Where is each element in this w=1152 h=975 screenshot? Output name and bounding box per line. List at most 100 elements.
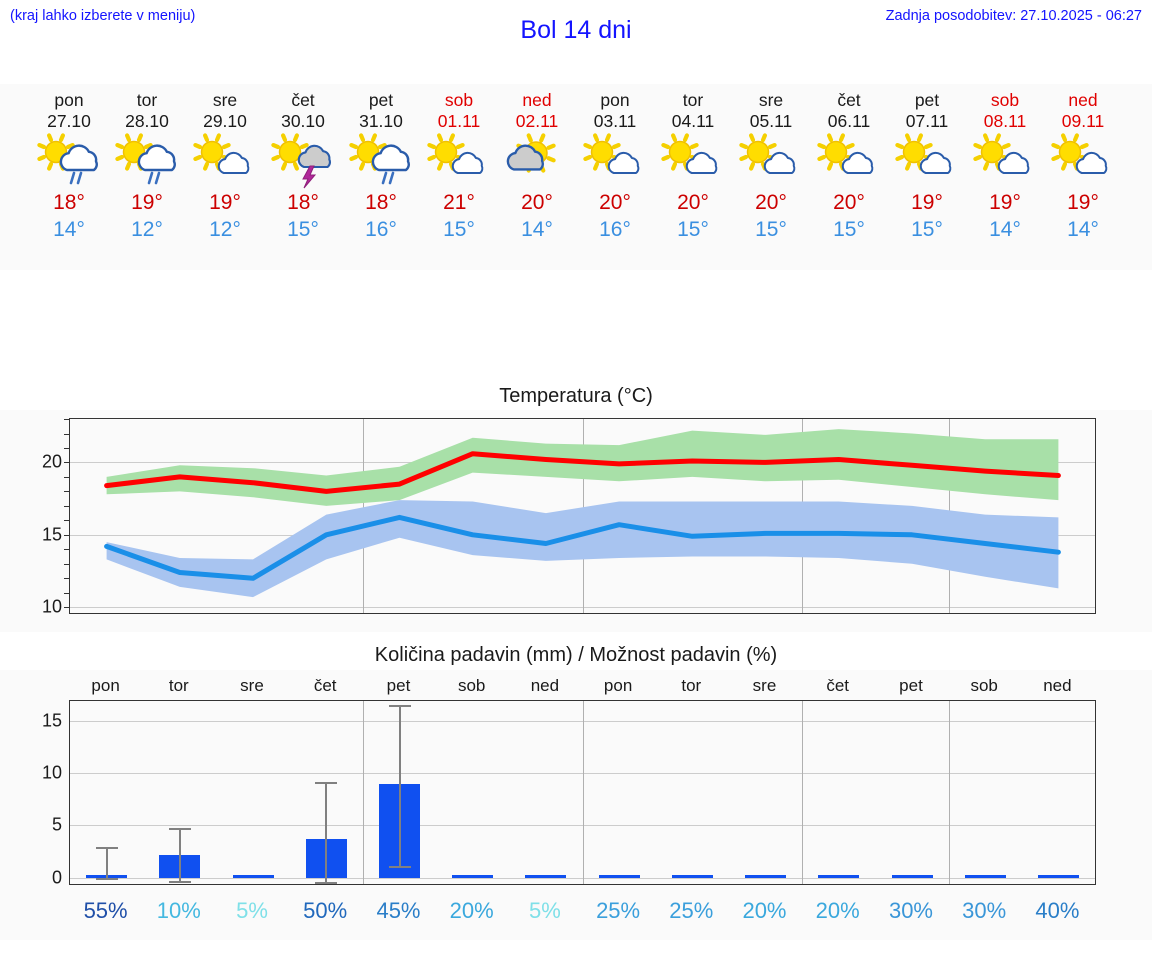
precipitation-bar[interactable] — [1037, 875, 1079, 878]
error-bar-line — [398, 705, 401, 867]
precipitation-bar[interactable] — [525, 875, 567, 878]
precipitation-probability-label: 5% — [528, 898, 561, 923]
sun-cloud-icon — [658, 133, 728, 189]
day-date-label: 02.11 — [515, 111, 559, 131]
y-axis-minor-tick — [64, 607, 70, 609]
day-name-label: sre — [212, 90, 238, 110]
vertical-separator — [948, 701, 950, 884]
precipitation-bar[interactable] — [671, 875, 713, 878]
sun-cloud-thunder-icon — [268, 133, 338, 189]
day-max-temp: 19° — [131, 191, 163, 214]
forecast-day-column[interactable]: čet 06.11 20° 15° — [810, 84, 888, 270]
sun-cloud-icon — [190, 133, 260, 189]
y-axis-minor-tick — [64, 592, 70, 594]
day-max-temp: 18° — [287, 191, 319, 214]
day-min-temp: 15° — [287, 218, 319, 241]
forecast-day-column[interactable]: pon 27.10 18° 14° — [30, 84, 108, 270]
precipitation-probability-label: 55% — [83, 898, 128, 923]
temperature-chart-title: Temperatura (°C) — [0, 382, 1152, 410]
precipitation-bar[interactable] — [964, 875, 1006, 878]
precipitation-day-label: čet — [313, 676, 337, 695]
forecast-day-column[interactable]: ned 02.11 20° 14° — [498, 84, 576, 270]
day-max-temp: 18° — [365, 191, 397, 214]
precipitation-day-label: ned — [530, 676, 560, 695]
precipitation-bar[interactable] — [745, 875, 786, 878]
error-bar-cap — [388, 705, 411, 708]
sun-cloud-icon — [424, 133, 494, 189]
y-axis-tick-label: 10 — [41, 762, 62, 783]
forecast-strip: pon 27.10 18° 14° tor 28.10 19° 12° sre 29.10 1… — [0, 84, 1152, 270]
forecast-day-column[interactable]: sob 08.11 19° 14° — [966, 84, 1044, 270]
day-date-label: 05.11 — [749, 111, 793, 131]
day-name-label: sob — [444, 90, 474, 110]
day-max-temp: 20° — [677, 191, 709, 214]
sun-cloud-icon — [814, 133, 884, 189]
error-bar-cap — [168, 827, 191, 830]
page-header: (kraj lahko izberete v meniju) Bol 14 dn… — [0, 0, 1152, 60]
day-min-temp: 12° — [131, 218, 163, 241]
day-max-temp: 19° — [1067, 191, 1099, 214]
temperature-plot-area: 10 15 20 — [42, 418, 1096, 617]
sun-cloud-icon — [580, 133, 650, 189]
forecast-day-column[interactable]: čet 30.10 18° 15° — [264, 84, 342, 270]
sun-cloud-icon — [892, 133, 962, 189]
error-bar-line — [105, 847, 108, 878]
error-bar-cap — [388, 866, 411, 869]
precipitation-probability-label: 45% — [376, 898, 421, 923]
precipitation-day-label: sob — [457, 676, 486, 695]
precipitation-day-label: sre — [752, 676, 777, 695]
day-name-label: pon — [600, 90, 630, 110]
y-axis-minor-tick — [64, 563, 70, 565]
day-date-label: 01.11 — [437, 111, 481, 131]
day-date-label: 28.10 — [125, 111, 169, 131]
forecast-day-column[interactable]: pon 03.11 20° 16° — [576, 84, 654, 270]
day-max-temp: 20° — [755, 191, 787, 214]
y-axis-minor-tick — [64, 549, 70, 551]
forecast-day-column[interactable]: pet 31.10 18° 16° — [342, 84, 420, 270]
forecast-day-column[interactable]: tor 28.10 19° 12° — [108, 84, 186, 270]
forecast-day-column[interactable]: sob 01.11 21° 15° — [420, 84, 498, 270]
day-date-label: 07.11 — [905, 111, 949, 131]
precipitation-probability-label: 25% — [596, 898, 641, 923]
error-bar-cap — [315, 781, 338, 784]
y-axis-tick-label: 20 — [41, 451, 62, 472]
day-name-label: tor — [136, 90, 158, 110]
forecast-day-column[interactable]: ned 09.11 19° 14° — [1044, 84, 1122, 270]
precipitation-probability-label: 25% — [669, 898, 714, 923]
day-min-temp: 14° — [53, 218, 85, 241]
precipitation-day-label: sob — [970, 676, 998, 695]
precipitation-day-label: čet — [826, 676, 850, 695]
precipitation-bar[interactable] — [452, 875, 494, 878]
y-axis-minor-tick — [64, 578, 70, 580]
day-name-label: sob — [990, 90, 1020, 110]
precipitation-probability-label: 20% — [742, 898, 787, 923]
precipitation-probability-label: 20% — [815, 898, 860, 923]
precipitation-probability-label: 30% — [962, 898, 1007, 923]
precipitation-plot-area: 0 5 10 15 — [42, 700, 1096, 887]
precipitation-bar[interactable] — [891, 875, 933, 878]
y-axis-tick-label: 15 — [41, 524, 62, 545]
y-axis-minor-tick — [64, 520, 70, 522]
forecast-day-column[interactable]: sre 29.10 19° 12° — [186, 84, 264, 270]
precipitation-bar[interactable] — [598, 875, 640, 878]
precipitation-bar[interactable] — [232, 875, 274, 878]
precipitation-chart-title: Količina padavin (mm) / Možnost padavin … — [0, 640, 1152, 670]
y-axis-minor-tick — [64, 419, 70, 420]
day-min-temp: 15° — [677, 218, 709, 241]
forecast-day-column[interactable]: tor 04.11 20° 15° — [654, 84, 732, 270]
vertical-separator — [802, 701, 804, 884]
day-name-label: čet — [837, 90, 861, 110]
y-axis-minor-tick — [64, 433, 70, 435]
forecast-day-column[interactable]: pet 07.11 19° 15° — [888, 84, 966, 270]
day-date-label: 04.11 — [671, 111, 715, 131]
precipitation-probability-label: 5% — [236, 898, 268, 923]
day-min-temp: 14° — [521, 218, 553, 241]
forecast-day-column[interactable]: sre 05.11 20° 15° — [732, 84, 810, 270]
day-name-label: pon — [54, 90, 84, 110]
error-bar-cap — [315, 881, 338, 884]
day-name-label: sre — [758, 90, 784, 110]
day-max-temp: 18° — [53, 191, 85, 214]
day-date-label: 29.10 — [203, 111, 247, 131]
day-max-temp: 20° — [599, 191, 631, 214]
precipitation-bar[interactable] — [818, 875, 860, 878]
